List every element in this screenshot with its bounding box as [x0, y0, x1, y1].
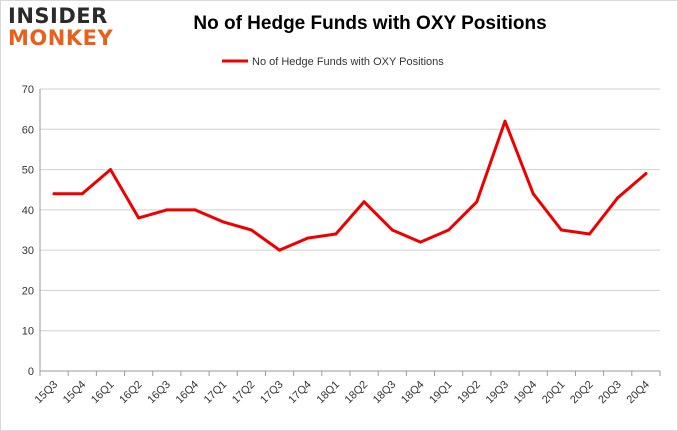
x-tick-label: 16Q3 [145, 379, 173, 407]
legend: No of Hedge Funds with OXY Positions [222, 56, 444, 68]
insider-monkey-logo: INSIDER MONKEY [8, 6, 126, 49]
y-axis-ticks: 0 10 20 30 40 50 60 70 [22, 84, 34, 378]
logo-line-2: MONKEY [8, 26, 114, 50]
data-point [278, 248, 282, 252]
data-point [334, 232, 338, 236]
data-point [503, 119, 507, 123]
x-tick-label: 17Q4 [286, 379, 314, 407]
x-axis-ticks: 15Q3 15Q4 16Q1 16Q2 16Q3 16Q4 17Q1 17Q2 17Q3 17Q4… [33, 371, 661, 407]
data-point [165, 208, 169, 212]
data-point [52, 192, 56, 196]
data-point [531, 192, 535, 196]
x-tick-label: 19Q3 [484, 379, 512, 407]
y-tick-label: 50 [22, 165, 34, 177]
data-point [644, 172, 648, 176]
data-point [475, 200, 479, 204]
x-tick-label: 19Q2 [455, 379, 483, 407]
series-line [52, 119, 648, 252]
data-point [390, 228, 394, 232]
y-tick-label: 40 [22, 205, 34, 217]
data-point [249, 228, 253, 232]
y-tick-label: 0 [28, 366, 34, 378]
series-layer [52, 119, 648, 252]
x-tick-label: 16Q2 [117, 379, 145, 407]
x-tick-label: 20Q2 [568, 379, 596, 407]
chart-title: No of Hedge Funds with OXY Positions [193, 13, 547, 34]
x-tick-label: 15Q3 [33, 379, 61, 407]
data-point [193, 208, 197, 212]
gridlines [40, 88, 660, 332]
data-point [588, 232, 592, 236]
legend-label: No of Hedge Funds with OXY Positions [252, 56, 444, 68]
x-tick-label: 20Q4 [625, 379, 653, 407]
data-point [306, 236, 310, 240]
x-tick-label: 16Q4 [174, 379, 202, 407]
y-tick-label: 60 [22, 124, 34, 136]
y-tick-label: 20 [22, 285, 34, 297]
x-tick-label: 17Q1 [202, 379, 230, 407]
y-tick-label: 10 [22, 326, 34, 338]
data-point [418, 240, 422, 244]
x-tick-label: 18Q2 [343, 379, 371, 407]
x-tick-label: 19Q1 [427, 379, 455, 407]
x-tick-label: 20Q1 [540, 379, 568, 407]
x-tick-label: 15Q4 [61, 379, 89, 407]
y-tick-label: 30 [22, 245, 34, 257]
x-tick-label: 16Q1 [89, 379, 117, 407]
x-tick-label: 18Q3 [371, 379, 399, 407]
data-point [447, 228, 451, 232]
data-point [108, 168, 112, 172]
x-tick-label: 19Q4 [512, 379, 540, 407]
data-point [80, 192, 84, 196]
x-tick-label: 17Q2 [230, 379, 258, 407]
data-point [362, 200, 366, 204]
data-point [559, 228, 563, 232]
data-point [616, 196, 620, 200]
data-point [221, 220, 225, 224]
x-tick-label: 17Q3 [258, 379, 286, 407]
y-tick-label: 70 [22, 84, 34, 96]
x-tick-label: 18Q1 [315, 379, 343, 407]
x-tick-label: 18Q4 [399, 379, 427, 407]
data-point [137, 216, 141, 220]
x-tick-label: 20Q3 [596, 379, 624, 407]
logo-line-1: INSIDER [8, 4, 108, 28]
